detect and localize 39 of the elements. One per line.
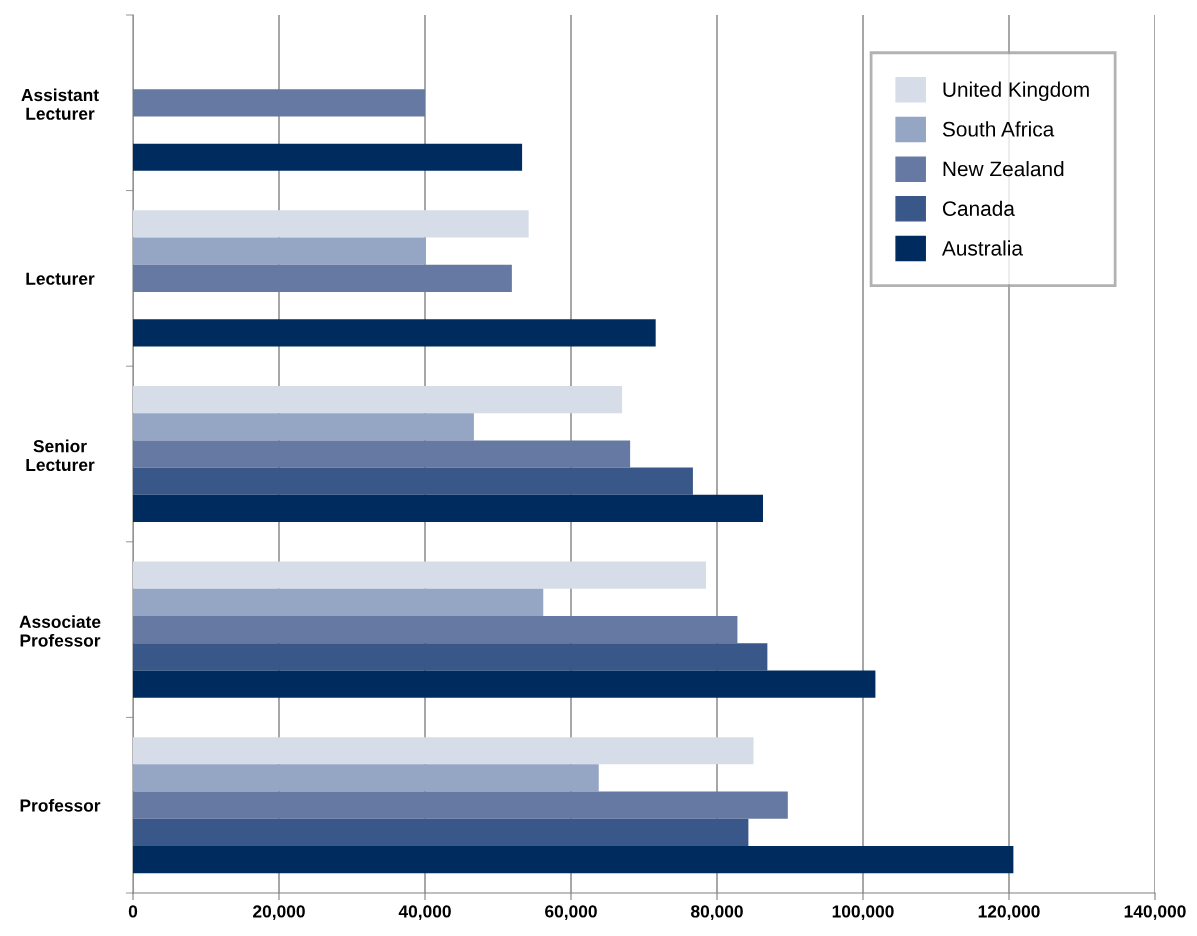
y-tick-label: Associate Professor: [19, 615, 101, 647]
legend-label: United Kingdom: [943, 81, 1089, 102]
bar: [133, 89, 425, 117]
bar: [133, 143, 523, 171]
bar: [133, 791, 788, 819]
y-tick-label: Assistant Lecturer: [21, 88, 99, 120]
legend-label: Australia: [941, 240, 1023, 256]
y-tick-label: Professor: [20, 798, 101, 812]
x-tick-label: 80,000: [691, 905, 743, 921]
bar: [133, 210, 529, 238]
x-tick-label: 100,000: [832, 905, 894, 921]
x-tick-label: 0: [128, 905, 138, 918]
bar: [133, 561, 707, 589]
bar: [133, 670, 876, 698]
x-tick-label: 60,000: [545, 905, 597, 921]
legend-label: New Zealand: [943, 160, 1064, 177]
legend-label: South Africa: [942, 121, 1055, 137]
bar: [133, 319, 656, 347]
bar: [133, 385, 623, 414]
legend-label: Canada: [942, 200, 1015, 216]
bar: [133, 588, 544, 616]
bar: [133, 264, 512, 293]
bar: [133, 413, 474, 441]
bar: [133, 237, 425, 265]
x-tick-label: 40,000: [398, 905, 451, 921]
y-tick-label: Lecturer: [26, 272, 95, 285]
bar: [133, 467, 693, 495]
bar: [133, 846, 1014, 874]
bar: [133, 643, 768, 671]
bar: [133, 615, 738, 644]
bar: [133, 818, 749, 847]
bar: [133, 440, 631, 468]
x-tick-label: 140,000: [1124, 905, 1186, 921]
x-tick-label: 120,000: [978, 905, 1040, 921]
bar: [133, 494, 763, 523]
y-tick-label: Senior Lecturer: [26, 439, 95, 472]
bar: [133, 764, 599, 792]
bar: [133, 737, 754, 765]
x-tick-label: 20,000: [253, 905, 305, 921]
